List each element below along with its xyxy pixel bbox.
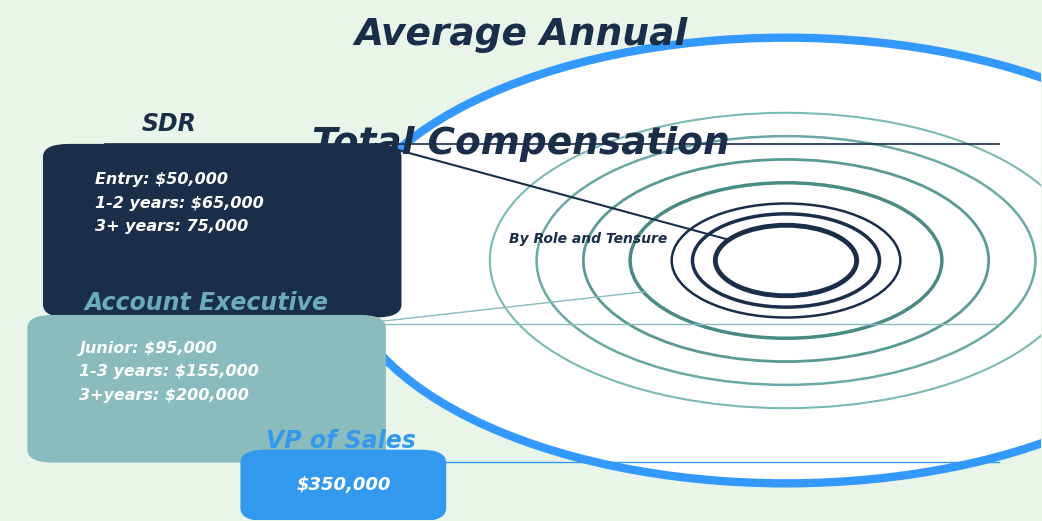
Text: By Role and Tensure: By Role and Tensure [510, 232, 668, 246]
Text: $350,000: $350,000 [296, 476, 391, 494]
Text: Average Annual: Average Annual [354, 17, 688, 53]
Text: Entry: $50,000
1-2 years: $65,000
3+ years: 75,000: Entry: $50,000 1-2 years: $65,000 3+ yea… [95, 172, 264, 234]
Text: SDR: SDR [142, 112, 197, 136]
Text: Total Compensation: Total Compensation [313, 126, 729, 162]
Circle shape [731, 233, 840, 288]
FancyBboxPatch shape [241, 450, 446, 521]
FancyBboxPatch shape [27, 315, 386, 463]
Circle shape [339, 38, 1042, 483]
Text: Account Executive: Account Executive [84, 291, 328, 315]
Text: VP of Sales: VP of Sales [267, 429, 416, 453]
Text: Junior: $95,000
1-3 years: $155,000
3+years: $200,000: Junior: $95,000 1-3 years: $155,000 3+ye… [79, 341, 259, 403]
FancyBboxPatch shape [43, 144, 401, 317]
